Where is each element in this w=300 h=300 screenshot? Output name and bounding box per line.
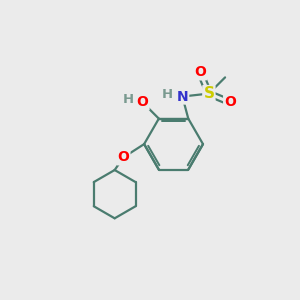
Text: H: H [162, 88, 173, 101]
Text: O: O [137, 95, 148, 110]
Text: O: O [194, 65, 206, 80]
Text: S: S [203, 86, 214, 101]
Text: O: O [224, 95, 236, 110]
Text: O: O [118, 150, 129, 164]
Text: N: N [177, 89, 188, 103]
Text: H: H [122, 93, 134, 106]
